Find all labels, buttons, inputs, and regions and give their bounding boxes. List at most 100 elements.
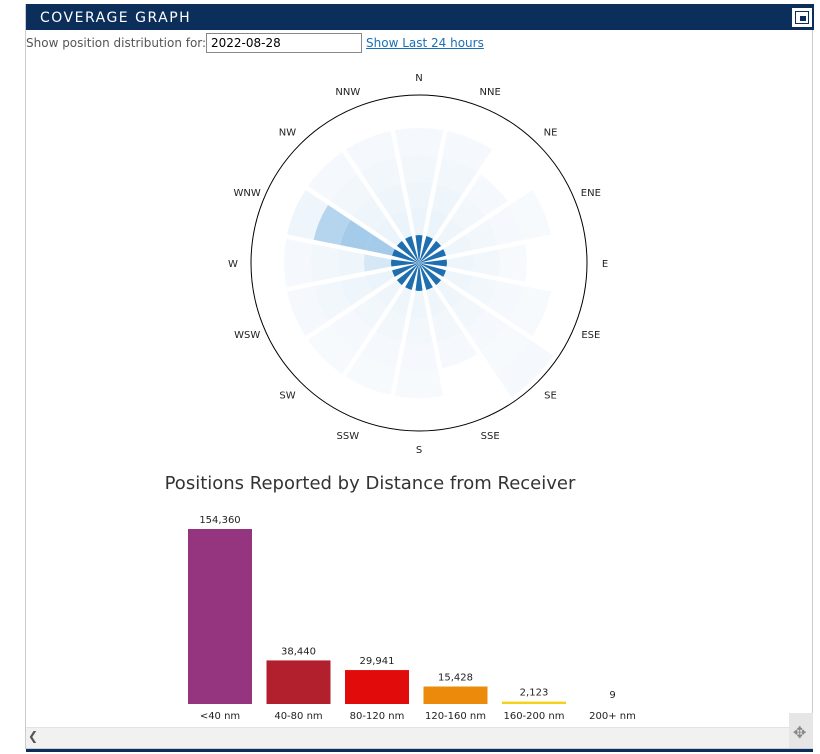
- polar-cell-nne-0: [419, 235, 433, 263]
- polar-cell-w-0: [391, 259, 419, 267]
- polar-cell-wnw-4: [287, 189, 328, 240]
- direction-label-w: W: [228, 259, 238, 270]
- bar-category-200-nm: 200+ nm: [589, 711, 636, 722]
- chevron-left-icon[interactable]: ❮: [28, 729, 39, 743]
- date-input[interactable]: [206, 33, 362, 53]
- polar-cell-s-0: [415, 263, 423, 291]
- polar-cell-sw-4: [307, 324, 358, 375]
- show-last-24-hours-link[interactable]: Show Last 24 hours: [366, 36, 484, 50]
- polar-cell-e-3: [498, 244, 527, 282]
- polar-cell-ne-0: [419, 240, 442, 263]
- polar-cell-nne-1: [426, 209, 448, 239]
- polar-coverage-chart: N NNE NE ENE E ESE SE SSE S SSW SW WSW W WNW NW NNW: [228, 73, 608, 456]
- polar-cell-ese-1: [443, 270, 473, 292]
- polar-cell-e-0: [419, 259, 447, 267]
- polar-cell-nw-3: [330, 174, 373, 217]
- polar-cell-nw-0: [396, 240, 419, 263]
- polar-cell-s-2: [405, 317, 433, 344]
- polar-cell-ese-2: [465, 275, 498, 307]
- polar-outline: [250, 94, 588, 432]
- polar-cell-nnw-2: [375, 184, 407, 217]
- polar-cell-e-2: [473, 249, 500, 277]
- polar-cell-n-4: [394, 127, 444, 157]
- direction-label-s: S: [416, 445, 422, 456]
- polar-cell-nnw-0: [405, 235, 419, 263]
- bar-value-200-nm: 9: [609, 690, 615, 701]
- polar-cell-se-0: [419, 263, 442, 286]
- polar-cell-nw-4: [307, 151, 358, 202]
- direction-label-nw: NW: [279, 127, 296, 138]
- direction-label-sw: SW: [279, 391, 295, 402]
- polar-cell-e-1: [446, 254, 474, 272]
- bar-chart-title: Positions Reported by Distance from Rece…: [165, 473, 576, 494]
- polar-cell-nne-3: [436, 157, 478, 195]
- date-controls: Show position distribution for: Show Las…: [26, 32, 626, 54]
- polar-cell-nne-4: [442, 131, 493, 172]
- date-label: Show position distribution for:: [26, 36, 207, 50]
- polar-cell-wnw-3: [313, 204, 351, 246]
- polar-cell-w-2: [338, 249, 365, 277]
- polar-cell-ene-2: [465, 219, 498, 251]
- polar-cell-sse-1: [426, 287, 448, 317]
- bar-value-80-120-nm: 29,941: [360, 656, 395, 667]
- polar-cell-sse-0: [419, 263, 433, 291]
- polar-cell-ene-0: [419, 249, 447, 263]
- direction-label-ese: ESE: [581, 330, 600, 341]
- polar-cell-sw-2: [352, 295, 387, 330]
- polar-cell-se-1: [436, 280, 464, 308]
- polar-cell-sw-0: [396, 263, 419, 286]
- polar-cell-se-4: [480, 324, 531, 375]
- polar-cell-sse-3: [436, 331, 478, 369]
- polar-cell-s-3: [400, 342, 438, 372]
- bar-category-120-160-nm: 120-160 nm: [425, 711, 486, 722]
- bar-40-nm: [188, 529, 252, 704]
- bar-value-40-80-nm: 38,440: [281, 646, 316, 657]
- direction-label-ssw: SSW: [337, 431, 360, 442]
- bar-category-40-80-nm: 40-80 nm: [274, 711, 322, 722]
- bar-value-40-nm: 154,360: [199, 515, 240, 526]
- polar-cell-wnw-2: [340, 219, 373, 251]
- bar-value-160-200-nm: 2,123: [520, 688, 549, 699]
- polar-cell-wnw-1: [365, 234, 395, 256]
- polar-cell-wsw-1: [365, 270, 395, 292]
- bar-160-200-nm: [502, 701, 566, 704]
- panel-title: COVERAGE GRAPH: [40, 10, 192, 26]
- direction-label-sse: SSE: [481, 431, 500, 442]
- polar-cell-w-4: [284, 238, 313, 288]
- polar-cell-nw-2: [352, 196, 387, 231]
- polar-cell-se-5: [495, 339, 554, 398]
- panel-header: COVERAGE GRAPH: [26, 4, 814, 30]
- polar-cell-se-3: [465, 309, 508, 352]
- polar-cell-wsw-4: [287, 286, 328, 337]
- bar-40-80-nm: [266, 660, 331, 704]
- polar-cell-ese-4: [510, 286, 551, 337]
- resize-handle[interactable]: ✥: [789, 713, 813, 748]
- polar-cell-ne-2: [451, 196, 486, 231]
- direction-label-se: SE: [544, 391, 557, 402]
- polar-cell-n-1: [410, 208, 428, 236]
- bar-category-40-nm: <40 nm: [200, 711, 240, 722]
- polar-cell-wsw-3: [313, 280, 351, 322]
- polar-cell-w-1: [364, 254, 392, 272]
- horizontal-scrollbar[interactable]: ❮: [26, 727, 789, 748]
- polar-cell-ene-4: [510, 189, 551, 240]
- polar-cell-nw-1: [374, 218, 402, 246]
- bar-120-160-nm: [423, 686, 488, 704]
- direction-label-wsw: WSW: [234, 330, 260, 341]
- polar-cell-n-3: [400, 155, 438, 184]
- polar-cell-ssw-2: [375, 309, 407, 342]
- polar-cell-se-2: [451, 295, 486, 330]
- bar-80-120-nm: [345, 670, 409, 704]
- polar-cell-ssw-1: [390, 287, 412, 317]
- polar-cell-ne-3: [465, 174, 508, 217]
- direction-label-e: E: [602, 259, 608, 270]
- polar-cell-sse-2: [431, 309, 463, 342]
- bottom-border: [26, 749, 813, 752]
- collapse-button[interactable]: [791, 7, 813, 28]
- bar-category-80-120-nm: 80-120 nm: [350, 711, 405, 722]
- polar-cell-nnw-3: [360, 157, 402, 195]
- direction-label-nnw: NNW: [335, 87, 360, 98]
- polar-cell-ene-1: [443, 234, 473, 256]
- polar-cell-ese-3: [487, 280, 525, 322]
- polar-cell-ssw-4: [345, 354, 396, 395]
